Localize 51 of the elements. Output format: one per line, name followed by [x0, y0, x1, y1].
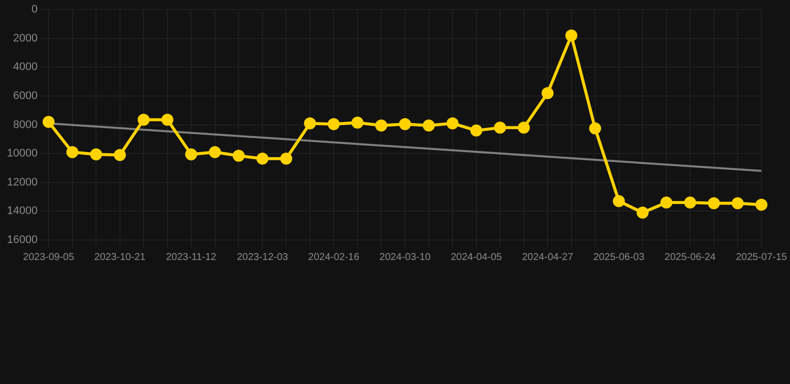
- point: [732, 197, 744, 210]
- point: [42, 116, 55, 128]
- point: [660, 196, 672, 209]
- y-tick-label: 16000: [6, 234, 38, 246]
- point: [256, 152, 268, 165]
- y-tick-label: 2000: [13, 32, 38, 44]
- point: [494, 122, 506, 134]
- x-tick-label: 2023-09-05: [23, 252, 75, 263]
- point: [589, 122, 602, 134]
- point: [542, 87, 554, 100]
- x-tick-label: 2024-04-05: [450, 252, 502, 263]
- point: [636, 206, 649, 219]
- y-tick-label: 8000: [13, 118, 38, 131]
- point: [90, 148, 102, 160]
- point: [612, 195, 625, 208]
- point: [399, 118, 412, 130]
- x-tick-label: 2024-03-10: [379, 252, 432, 263]
- x-tick-label: 2024-02-16: [308, 252, 360, 263]
- point: [208, 146, 221, 158]
- x-tick-label: 2025-07-15: [736, 252, 788, 263]
- point: [161, 114, 174, 126]
- point: [470, 124, 482, 137]
- x-tick-label: 2023-12-03: [236, 252, 288, 263]
- point: [565, 30, 578, 42]
- point: [375, 120, 388, 132]
- x-tick-label: 2023-11-12: [166, 252, 217, 263]
- point: [232, 150, 245, 162]
- point: [708, 197, 720, 210]
- point: [280, 152, 292, 165]
- y-tick-label: 0: [31, 4, 38, 16]
- y-tick-label: 12000: [6, 176, 38, 188]
- point: [684, 196, 696, 209]
- y-tick-label: 4000: [13, 61, 38, 74]
- point: [185, 148, 198, 160]
- point: [328, 118, 340, 130]
- y-tick-label: 14000: [6, 205, 38, 218]
- y-tick-label: 10000: [6, 148, 38, 160]
- x-tick-label: 2024-04-27: [522, 252, 574, 263]
- point: [446, 117, 459, 130]
- point: [304, 117, 316, 130]
- point: [518, 122, 530, 134]
- point: [422, 120, 435, 132]
- x-tick-label: 2025-06-03: [593, 252, 645, 263]
- x-tick-label: 2025-06-24: [664, 252, 716, 263]
- y-tick-label: 6000: [13, 90, 38, 102]
- point: [66, 146, 78, 158]
- point: [114, 149, 126, 162]
- point: [138, 114, 150, 126]
- x-tick-label: 2023-10-21: [94, 252, 146, 263]
- point: [755, 198, 768, 211]
- point: [351, 116, 364, 129]
